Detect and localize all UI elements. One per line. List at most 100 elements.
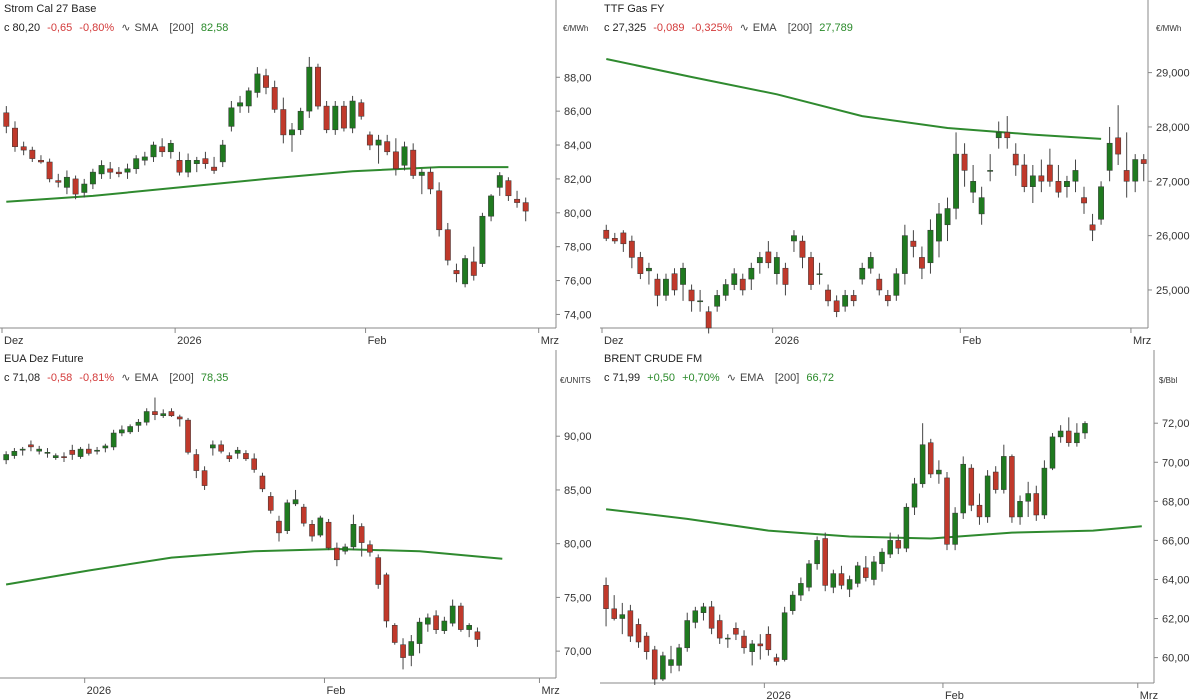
candle-body	[474, 631, 481, 640]
y-tick-label: 64,00	[1162, 574, 1190, 586]
candle-body	[86, 448, 92, 454]
candle-body	[340, 105, 347, 129]
candle-body	[968, 467, 975, 506]
candle-body	[791, 235, 797, 242]
unit-label: €/MWh	[563, 24, 589, 33]
candle-body	[226, 455, 233, 460]
indicator-label: ∿ SMA	[121, 22, 162, 34]
candle-body	[895, 540, 902, 549]
y-tick-label: 27,000	[1156, 176, 1190, 188]
x-tick-label: Mrz	[1140, 690, 1158, 700]
wave-icon: ∿	[726, 372, 736, 384]
change-pct-value: -0,81%	[79, 372, 115, 384]
candle-body	[323, 105, 330, 131]
candle-body	[757, 643, 764, 647]
y-tick-label: 76,00	[564, 276, 592, 288]
candle-body	[453, 270, 460, 275]
candle-body	[289, 129, 295, 136]
candle-body	[479, 215, 486, 264]
change-value: -0,58	[47, 372, 73, 384]
chart-plot: 60,00 62,00 64,00 66,00 68,00 70,00 72,00 2026 F…	[600, 350, 1190, 700]
candle-body	[903, 506, 910, 549]
candle-body	[309, 524, 315, 537]
y-tick-label: 60,00	[1162, 653, 1190, 665]
candle-body	[391, 625, 398, 643]
candle-body	[297, 110, 304, 131]
candle-body	[449, 605, 456, 624]
candle-body	[332, 105, 339, 131]
candle-body	[441, 620, 448, 631]
chart-panel-ttf: TTF Gas FY c 27,325 -0,089 -0,325% ∿ EMA …	[600, 0, 1200, 348]
x-tick-label: 2026	[177, 335, 201, 347]
candle-body	[107, 168, 114, 173]
y-tick-label: 74,00	[564, 309, 592, 321]
candle-body	[1021, 164, 1028, 187]
candle-body	[251, 458, 257, 470]
indicator-name: EMA	[739, 372, 764, 384]
candle-body	[739, 278, 746, 291]
candle-body	[185, 419, 191, 453]
candle-body	[342, 546, 348, 552]
indicator-value: 82,58	[200, 22, 229, 34]
chart-stats: c 80,20 -0,65 -0,80% ∿ SMA [200] 82,58	[4, 21, 232, 34]
candle-body	[731, 273, 738, 285]
y-tick-label: 88,00	[564, 72, 592, 84]
candle-body	[960, 463, 966, 514]
candle-body	[970, 181, 977, 193]
candle-body	[756, 257, 763, 264]
candle-body	[20, 146, 27, 151]
candle-body	[789, 594, 796, 611]
candle-body	[722, 284, 729, 296]
candle-body	[871, 561, 877, 580]
candle-body	[201, 470, 208, 486]
candle-body	[867, 257, 874, 269]
candle-body	[444, 229, 451, 261]
candle-body	[427, 171, 434, 190]
candle-body	[1115, 137, 1122, 155]
y-tick-label: 82,00	[564, 174, 592, 186]
indicator-value: 27,789	[819, 22, 853, 34]
candle-body	[52, 455, 59, 458]
candle-body	[159, 146, 166, 153]
candle-body	[646, 267, 652, 272]
candle-body	[375, 139, 382, 146]
candle-body	[488, 195, 495, 217]
candle-body	[651, 649, 658, 680]
candle-body	[29, 149, 36, 159]
candle-body	[267, 496, 274, 511]
candle-body	[72, 178, 79, 195]
candle-body	[292, 499, 299, 505]
candle-body	[846, 579, 853, 590]
candle-body	[773, 657, 780, 662]
candle-body	[833, 300, 840, 312]
close-value: c 80,20	[4, 22, 41, 34]
candle-body	[611, 238, 618, 242]
x-tick-label: Feb	[368, 335, 387, 347]
candle-body	[911, 483, 918, 508]
candle-body	[19, 448, 26, 451]
x-tick-label: Mrz	[1133, 335, 1151, 347]
candle-body	[725, 637, 731, 640]
candle-body	[708, 606, 715, 629]
candle-body	[1082, 423, 1088, 434]
candle-body	[1012, 153, 1019, 166]
x-tick-label: Feb	[962, 335, 981, 347]
candle-body	[884, 295, 891, 302]
candle-body	[366, 134, 373, 146]
chart-title: EUA Dez Future	[4, 353, 84, 365]
candle-body	[1072, 170, 1079, 182]
y-tick-label: 80,00	[564, 208, 592, 220]
x-tick-label: Mrz	[541, 335, 559, 347]
candle-body	[280, 109, 287, 136]
candle-body	[254, 73, 261, 93]
y-tick-label: 28,000	[1156, 122, 1190, 134]
candle-body	[668, 659, 674, 666]
candle-body	[160, 413, 167, 416]
y-tick-label: 70,00	[564, 646, 592, 658]
chart-plot: 74,00 76,00 78,00 80,00 82,00 84,00 86,00 88,00…	[0, 0, 592, 347]
candle-body	[1123, 170, 1130, 182]
candle-body	[44, 452, 51, 454]
candle-body	[514, 198, 521, 203]
change-pct-value: +0,70%	[682, 372, 720, 384]
candle-body	[234, 449, 241, 454]
